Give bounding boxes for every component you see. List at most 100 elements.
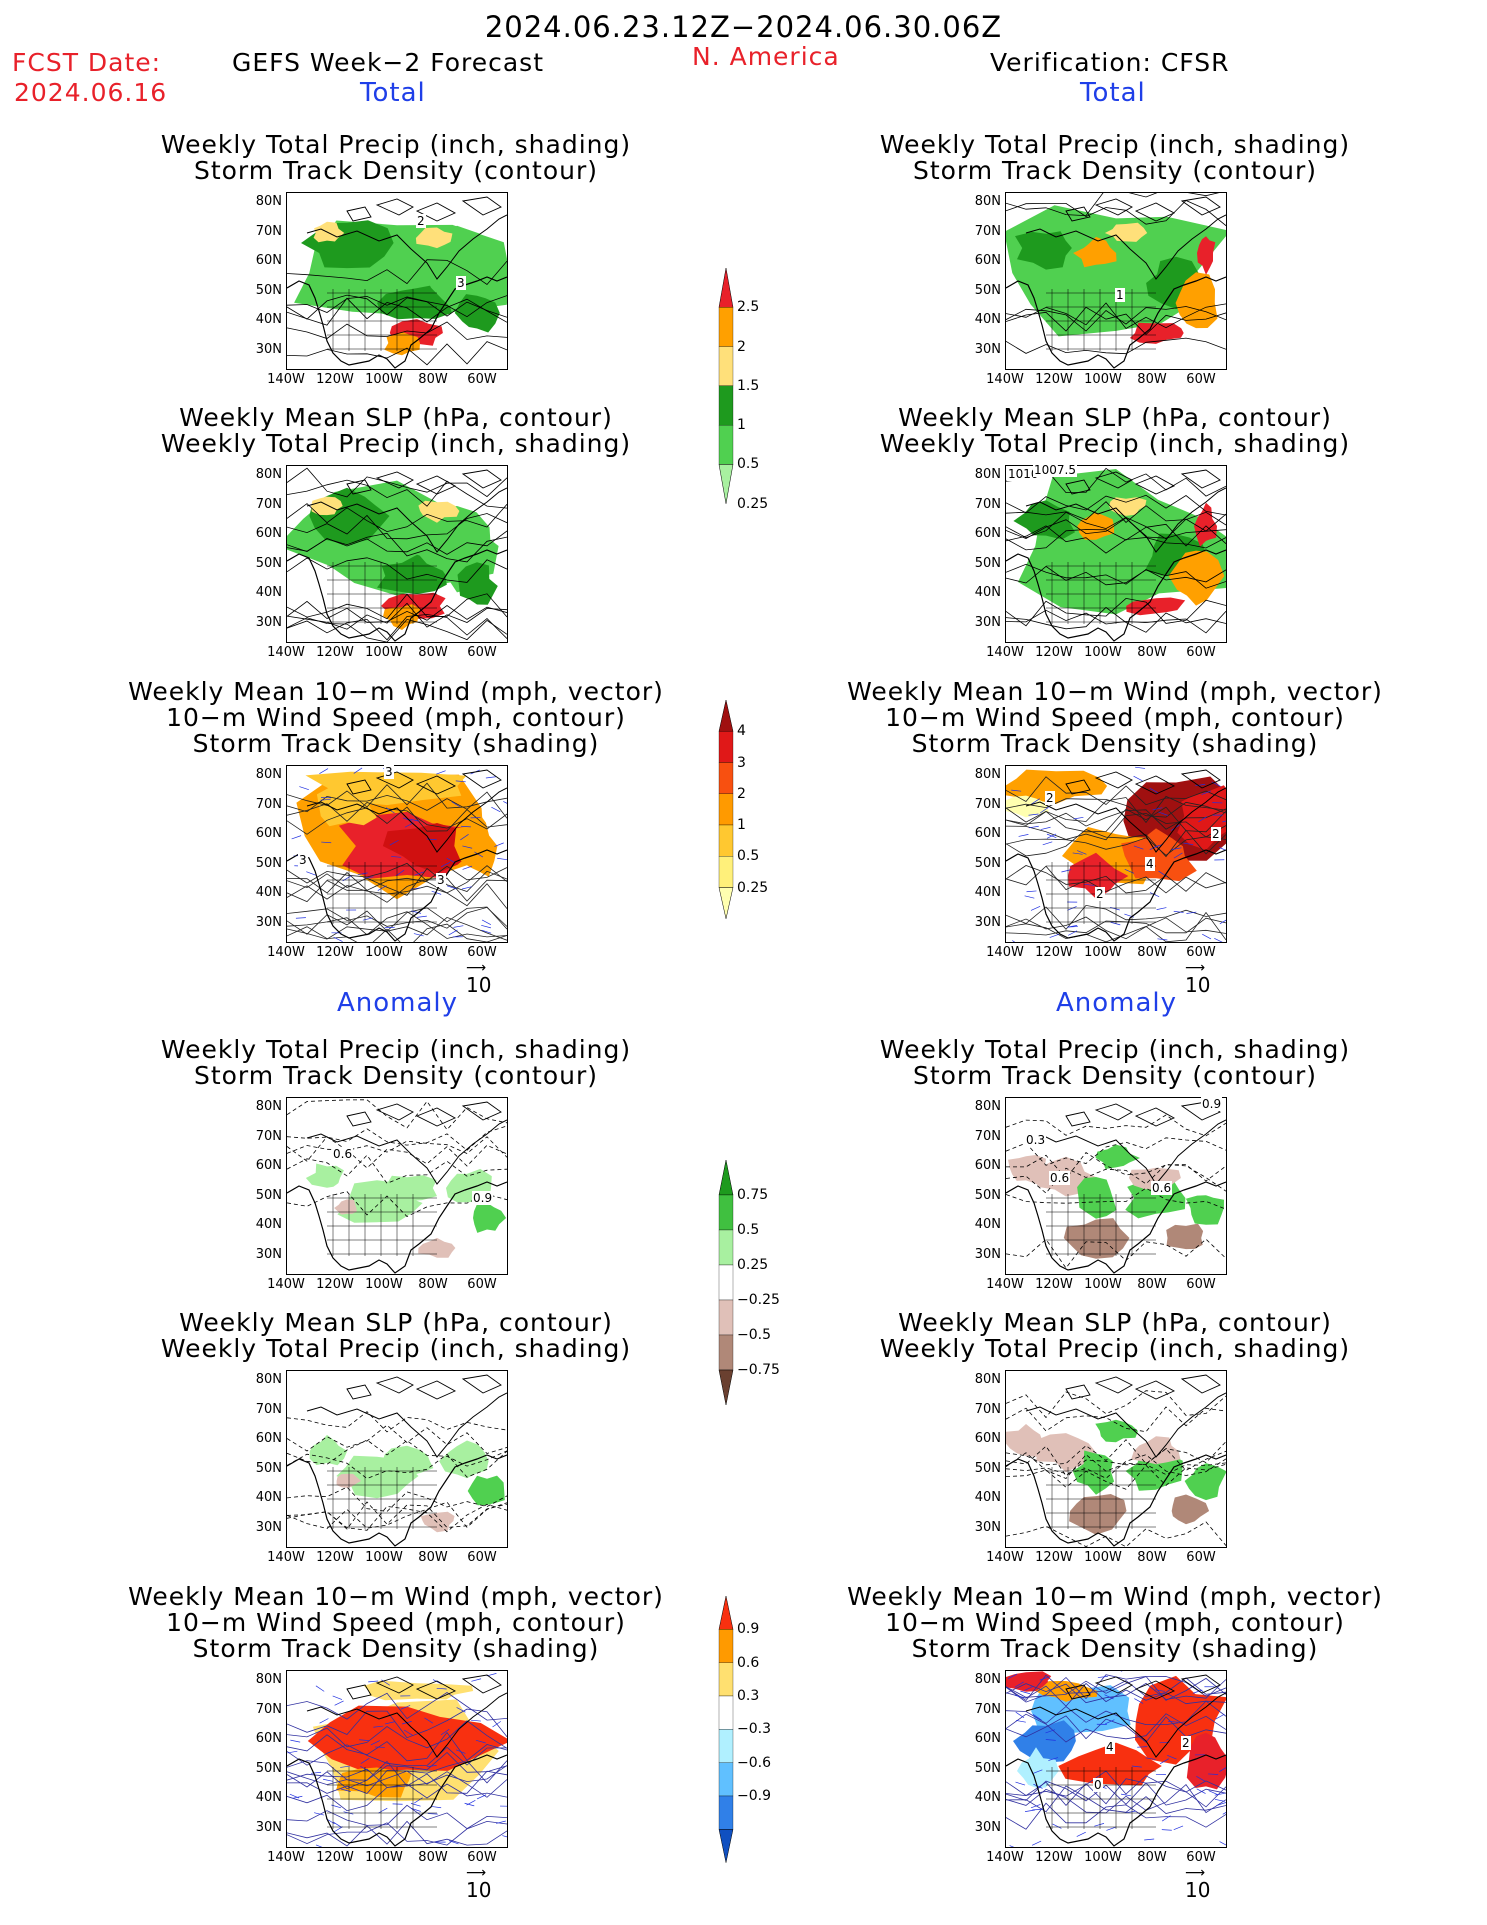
colorbar-tick-label: 2 <box>737 785 746 802</box>
forecast-anomaly-precip-title: Weekly Total Precip (inch, shading) Storm… <box>86 1037 706 1089</box>
lat-tick-label: 30N <box>974 1246 1001 1262</box>
forecast-anomaly-heading: Anomaly <box>337 988 459 1018</box>
lat-tick-label: 40N <box>974 312 1001 327</box>
lon-tick-label: 80W <box>418 1550 448 1565</box>
lon-tick-label: 80W <box>1137 645 1167 660</box>
title-line: Storm Track Density (contour) <box>193 156 599 185</box>
title-line: Weekly Mean 10−m Wind (mph, vector) <box>847 1582 1383 1611</box>
colorbar-segment <box>718 1299 734 1336</box>
colorbar-segment <box>718 1629 734 1663</box>
title-line: Weekly Mean SLP (hPa, contour) <box>898 403 1332 432</box>
colorbar-tick-label: −0.3 <box>737 1721 771 1738</box>
lon-tick-label: 140W <box>267 1850 305 1865</box>
colorbar-segment <box>718 731 734 763</box>
contour-label: 0.3 <box>1025 1133 1047 1147</box>
colorbar-segment <box>718 1334 734 1371</box>
contour-label: 3 <box>436 873 446 887</box>
title-line: 10−m Wind Speed (mph, contour) <box>166 703 626 732</box>
lon-tick-label: 120W <box>316 1277 354 1292</box>
lon-tick-label: 140W <box>986 945 1024 960</box>
vector-reference-value: 10 <box>466 1878 492 1902</box>
forecast-anomaly-slp-map-plot <box>287 1374 507 1547</box>
lat-tick-label: 80N <box>974 1372 1001 1387</box>
forecast-total-heading: Total <box>360 78 426 108</box>
colorbar-segment <box>718 699 734 732</box>
lat-tick-label: 40N <box>255 1217 282 1232</box>
lon-tick-label: 100W <box>365 1850 403 1865</box>
lat-tick-label: 30N <box>974 1819 1001 1835</box>
lat-tick-label: 60N <box>974 1731 1001 1746</box>
lat-tick-label: 40N <box>255 312 282 327</box>
verification-total-slp-title: Weekly Mean SLP (hPa, contour) Weekly Tot… <box>805 405 1425 457</box>
lon-tick-label: 140W <box>267 1277 305 1292</box>
lon-tick-label: 80W <box>418 372 448 387</box>
lat-tick-label: 80N <box>255 1672 282 1687</box>
title-line: 10−m Wind Speed (mph, contour) <box>166 1608 626 1637</box>
colorbar-segment <box>718 307 734 347</box>
contour-label: 2 <box>1181 1736 1191 1750</box>
lon-tick-label: 100W <box>1084 372 1122 387</box>
lat-tick-label: 50N <box>974 1187 1001 1203</box>
vector-reference-arrow: ⟶ <box>466 1865 487 1881</box>
verification-anomaly-precip-map-plot <box>1006 1101 1226 1274</box>
contour-label: 3 <box>456 276 466 290</box>
lon-tick-label: 120W <box>316 645 354 660</box>
colorbar-segment <box>718 762 734 794</box>
lat-tick-label: 50N <box>255 1760 282 1776</box>
colorbar-tick-label: −0.75 <box>737 1362 780 1378</box>
lon-tick-label: 100W <box>1084 1850 1122 1865</box>
lat-tick-label: 50N <box>255 1187 282 1203</box>
colorbar-tick-label: 0.5 <box>737 456 760 473</box>
lon-tick-label: 120W <box>316 1850 354 1865</box>
vector-reference-label: ⟶ 10 <box>1185 961 1210 997</box>
vector-reference-label: ⟶ 10 <box>466 961 491 997</box>
forecast-period-title: 2024.06.23.12Z−2024.06.30.06Z <box>484 10 1003 44</box>
forecast-total-wind-title: Weekly Mean 10−m Wind (mph, vector) 10−m … <box>86 679 706 757</box>
precip_total-colorbar-wrap <box>717 267 735 567</box>
contour-label: 0.9 <box>1201 1097 1223 1111</box>
model-title: GEFS Week−2 Forecast <box>232 48 545 77</box>
lon-tick-label: 120W <box>1035 1850 1073 1865</box>
contour-label: 3 <box>384 765 394 779</box>
lat-tick-label: 50N <box>255 555 282 571</box>
title-line: Storm Track Density (shading) <box>192 729 600 758</box>
fcst-date-label: FCST Date: <box>12 48 162 77</box>
lon-tick-label: 80W <box>1137 1850 1167 1865</box>
lat-tick-label: 40N <box>974 1490 1001 1505</box>
title-line: Weekly Mean SLP (hPa, contour) <box>179 403 613 432</box>
lon-tick-label: 100W <box>365 945 403 960</box>
verification-total-slp-map-plot <box>1006 467 1226 642</box>
forecast-total-precip-title: Weekly Total Precip (inch, shading) Storm… <box>86 132 706 184</box>
title-line: Storm Track Density (contour) <box>912 1061 1318 1090</box>
lat-tick-label: 40N <box>255 1790 282 1805</box>
forecast-anomaly-precip-map <box>286 1097 508 1275</box>
region-label: N. America <box>692 42 840 71</box>
lat-tick-label: 50N <box>255 855 282 871</box>
lat-tick-label: 40N <box>255 885 282 900</box>
lon-tick-label: 140W <box>986 645 1024 660</box>
lon-tick-label: 60W <box>1186 1850 1216 1865</box>
lon-tick-label: 100W <box>365 372 403 387</box>
lat-tick-label: 50N <box>974 282 1001 298</box>
lat-tick-label: 70N <box>255 1701 282 1717</box>
colorbar-segment <box>718 887 734 919</box>
lat-tick-label: 30N <box>255 1246 282 1262</box>
title-line: Weekly Total Precip (inch, shading) <box>879 1334 1351 1363</box>
verification-anomaly-precip-title: Weekly Total Precip (inch, shading) Storm… <box>805 1037 1425 1089</box>
lon-tick-label: 60W <box>1186 372 1216 387</box>
lat-tick-label: 80N <box>974 1099 1001 1114</box>
lon-tick-label: 100W <box>365 1550 403 1565</box>
lon-tick-label: 80W <box>418 645 448 660</box>
lat-tick-label: 30N <box>255 1819 282 1835</box>
colorbar-tick-label: 2 <box>737 338 746 355</box>
lat-tick-label: 60N <box>974 1158 1001 1173</box>
lat-tick-label: 80N <box>974 1672 1001 1687</box>
lat-tick-label: 30N <box>255 1519 282 1535</box>
lat-tick-label: 80N <box>974 194 1001 209</box>
verification-anomaly-wind-title: Weekly Mean 10−m Wind (mph, vector) 10−m … <box>805 1584 1425 1662</box>
lat-tick-label: 50N <box>974 555 1001 571</box>
lat-tick-label: 70N <box>974 496 1001 512</box>
lon-tick-label: 60W <box>467 372 497 387</box>
title-line: Storm Track Density (shading) <box>911 729 1319 758</box>
lon-tick-label: 80W <box>418 1277 448 1292</box>
